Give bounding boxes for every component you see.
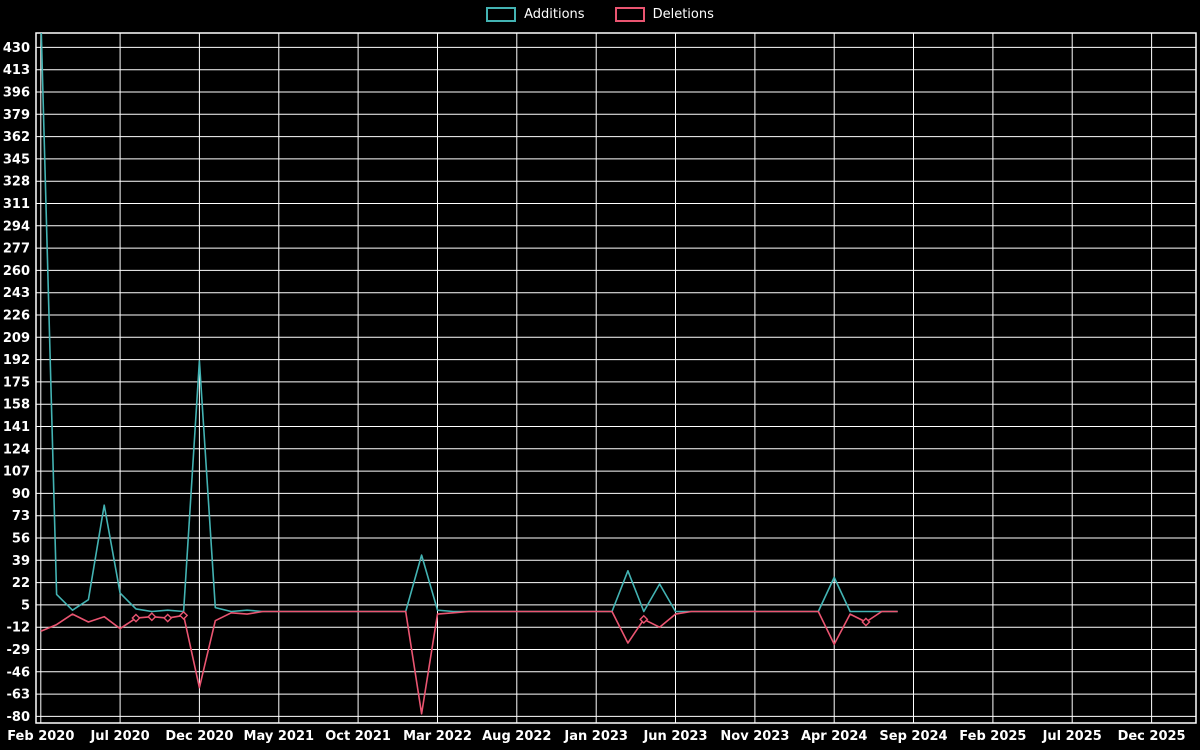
svg-text:-80: -80 (7, 710, 31, 725)
svg-text:311: 311 (3, 197, 30, 212)
svg-text:22: 22 (12, 576, 30, 591)
svg-text:Aug 2022: Aug 2022 (482, 729, 551, 744)
svg-text:Dec 2020: Dec 2020 (165, 729, 233, 744)
svg-text:39: 39 (12, 554, 30, 569)
svg-text:Feb 2020: Feb 2020 (7, 729, 74, 744)
svg-text:Feb 2025: Feb 2025 (959, 729, 1026, 744)
svg-text:5: 5 (21, 598, 30, 613)
svg-text:Apr 2024: Apr 2024 (801, 729, 868, 744)
svg-text:Mar 2022: Mar 2022 (403, 729, 472, 744)
svg-text:124: 124 (3, 442, 30, 457)
svg-text:158: 158 (3, 398, 30, 413)
svg-text:-46: -46 (7, 665, 31, 680)
svg-text:-63: -63 (7, 688, 31, 703)
svg-text:413: 413 (3, 63, 30, 78)
additions-swatch-icon (486, 7, 517, 22)
svg-text:Jun 2023: Jun 2023 (642, 729, 707, 744)
svg-text:243: 243 (3, 286, 30, 301)
svg-text:Jul 2025: Jul 2025 (1042, 729, 1102, 744)
svg-text:May 2021: May 2021 (244, 729, 315, 744)
deletions-swatch-icon (614, 7, 645, 22)
legend-item-deletions[interactable]: Deletions (614, 7, 714, 22)
svg-text:Nov 2023: Nov 2023 (720, 729, 789, 744)
svg-text:175: 175 (3, 375, 30, 390)
svg-text:328: 328 (3, 175, 30, 190)
svg-text:73: 73 (12, 509, 30, 524)
svg-text:209: 209 (3, 331, 30, 346)
svg-text:430: 430 (3, 41, 30, 56)
svg-text:107: 107 (3, 465, 30, 480)
svg-text:396: 396 (3, 86, 30, 101)
svg-text:Oct 2021: Oct 2021 (325, 729, 391, 744)
svg-text:Dec 2025: Dec 2025 (1118, 729, 1186, 744)
svg-text:-29: -29 (7, 643, 31, 658)
svg-text:260: 260 (3, 264, 30, 279)
svg-text:192: 192 (3, 353, 30, 368)
svg-text:345: 345 (3, 152, 30, 167)
svg-text:277: 277 (3, 242, 30, 257)
svg-text:362: 362 (3, 130, 30, 145)
additions-legend-label: Additions (524, 7, 585, 22)
svg-text:226: 226 (3, 309, 30, 324)
legend-item-additions[interactable]: Additions (486, 7, 585, 22)
deletions-legend-label: Deletions (652, 7, 714, 22)
svg-text:Jan 2023: Jan 2023 (563, 729, 628, 744)
svg-text:-12: -12 (7, 621, 31, 636)
svg-text:56: 56 (12, 532, 30, 547)
svg-text:Sep 2024: Sep 2024 (879, 729, 947, 744)
svg-text:Jul 2020: Jul 2020 (89, 729, 149, 744)
svg-text:141: 141 (3, 420, 30, 435)
chart-legend: Additions Deletions (0, 7, 1200, 22)
svg-text:379: 379 (3, 108, 30, 123)
svg-text:90: 90 (12, 487, 30, 502)
svg-text:294: 294 (3, 219, 30, 234)
